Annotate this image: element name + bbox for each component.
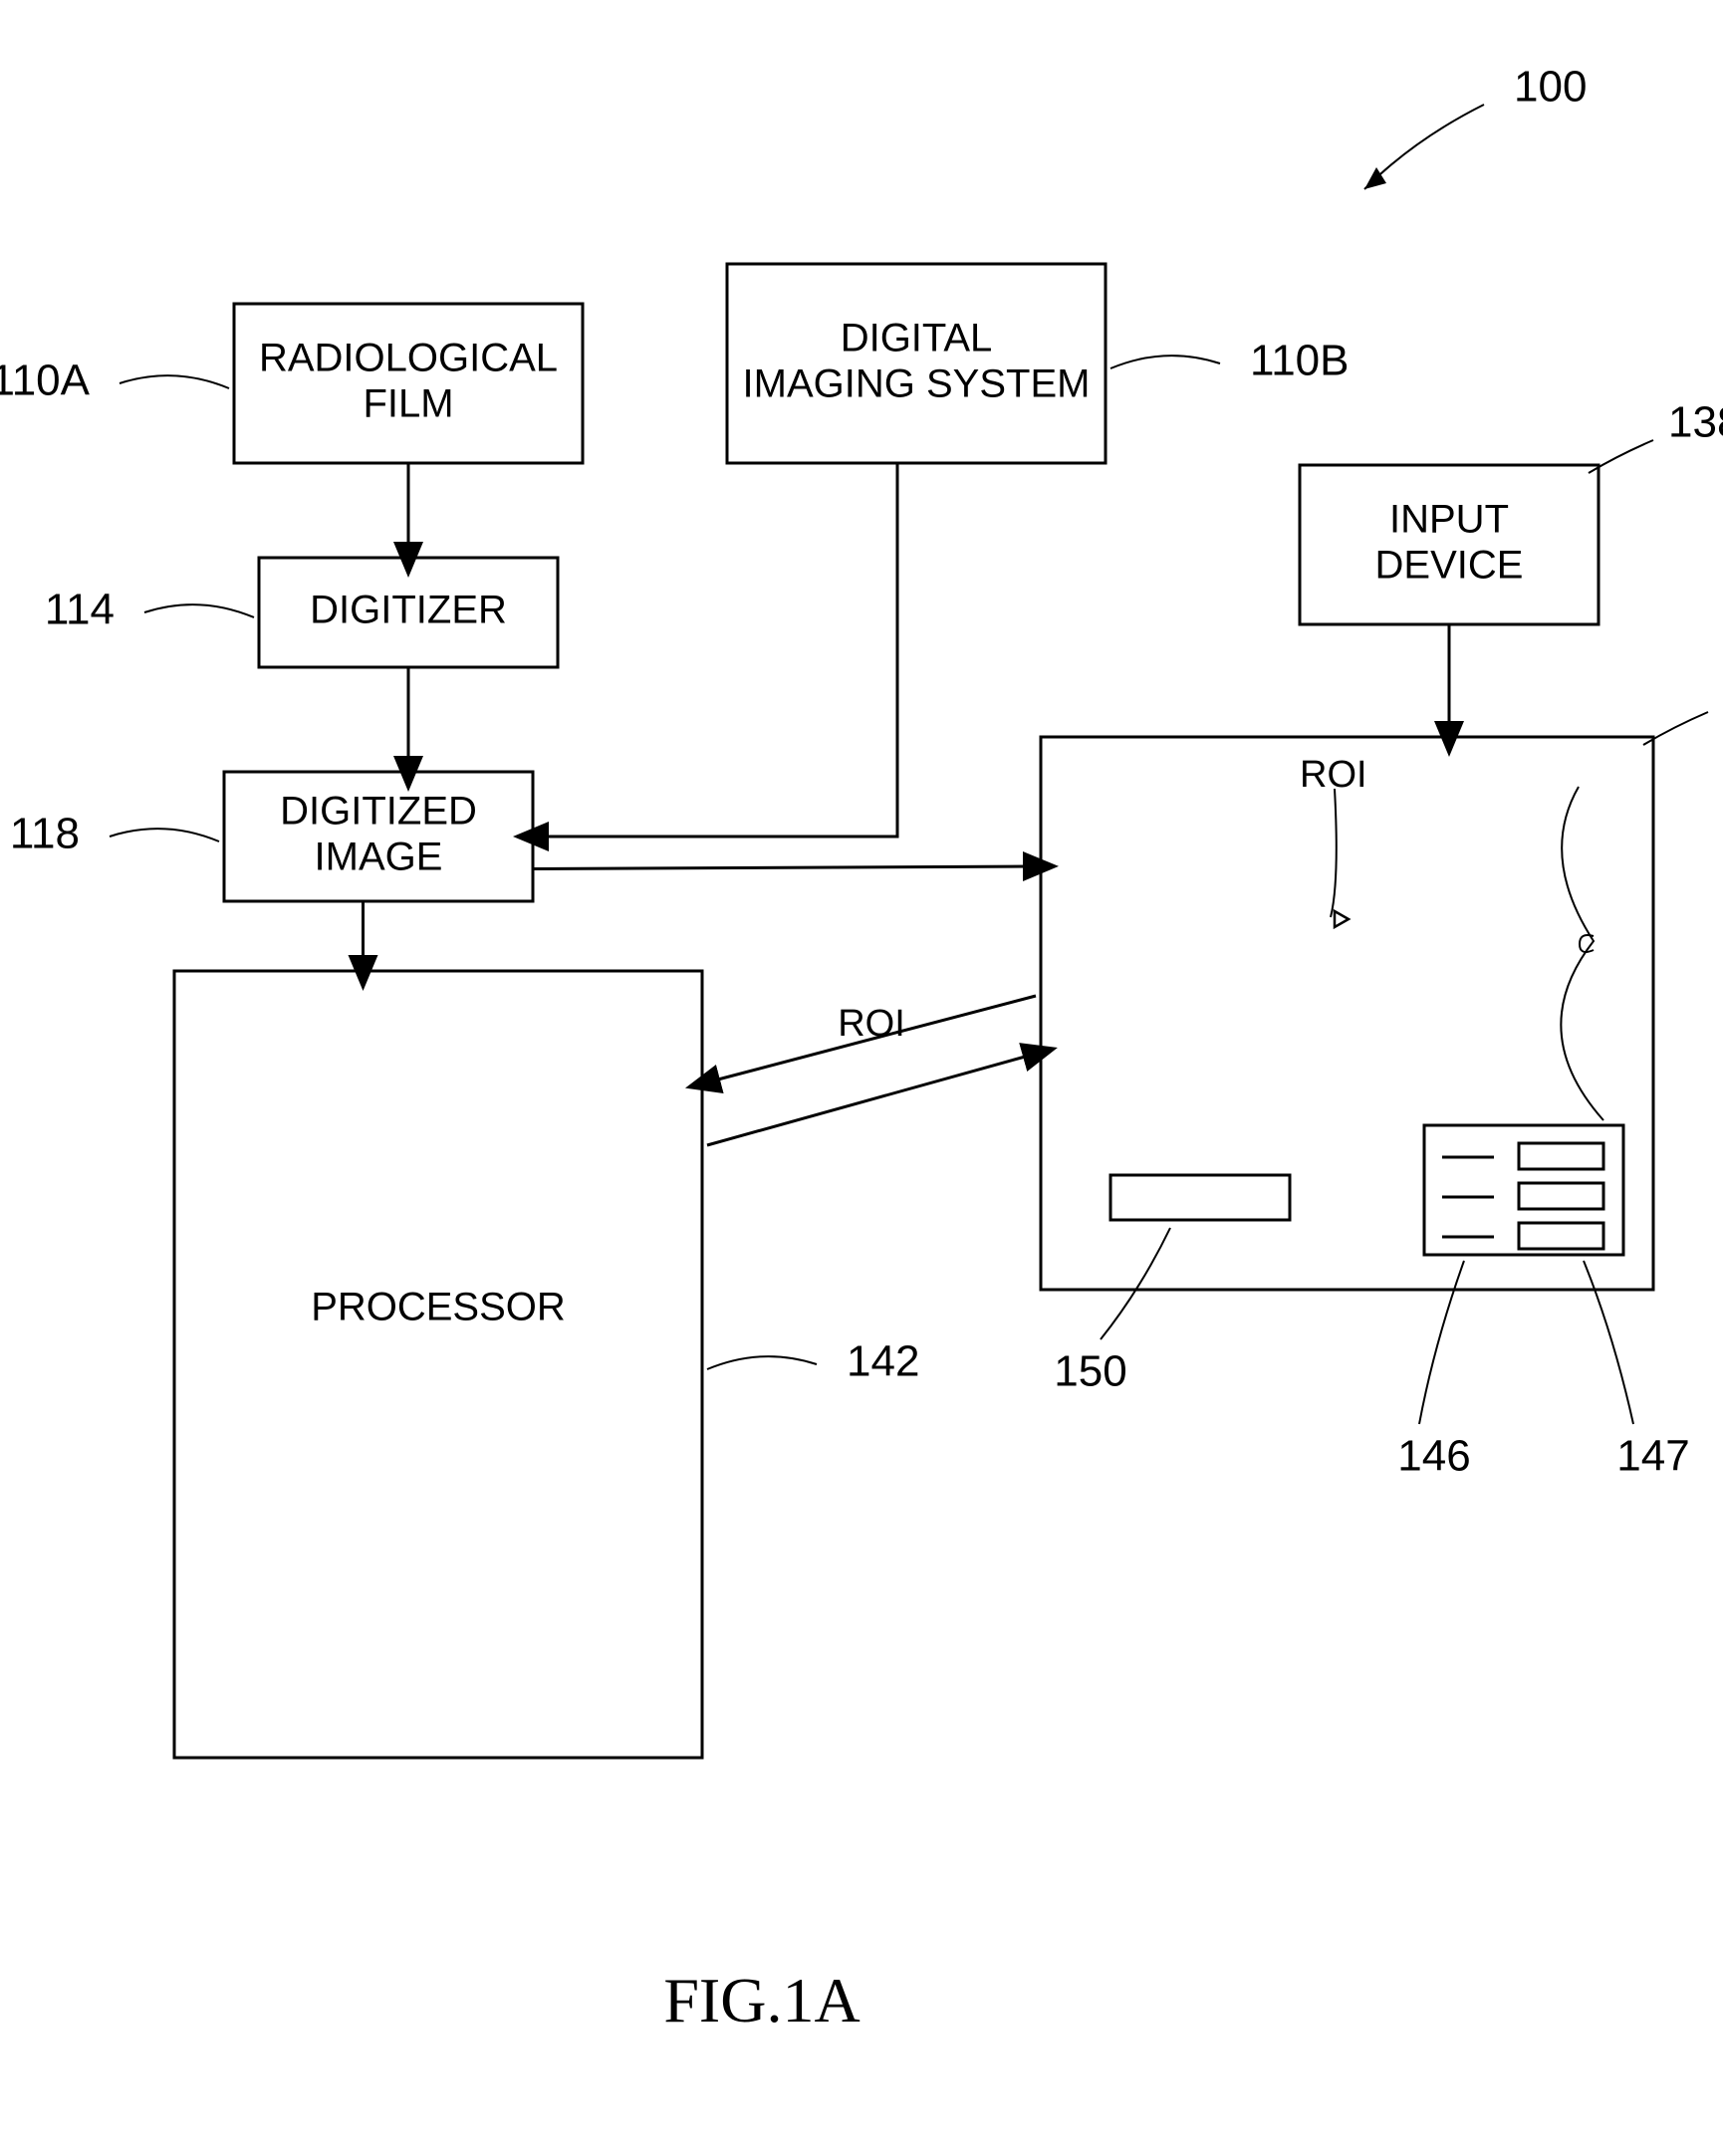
svg-text:FILM: FILM <box>363 382 453 426</box>
svg-text:PROCESSOR: PROCESSOR <box>311 1286 566 1329</box>
svg-text:DIGITAL: DIGITAL <box>841 317 993 360</box>
svg-text:ROI: ROI <box>838 1003 905 1045</box>
svg-text:118: 118 <box>10 810 80 858</box>
svg-text:150: 150 <box>1054 1347 1126 1396</box>
svg-text:142: 142 <box>847 1337 919 1386</box>
svg-text:DIGITIZED: DIGITIZED <box>280 790 477 834</box>
system-diagram: RADIOLOGICALFILM 110A DIGITALIMAGING SYSTE… <box>0 0 1723 2156</box>
svg-text:114: 114 <box>45 586 115 634</box>
svg-text:147: 147 <box>1616 1432 1689 1481</box>
svg-text:146: 146 <box>1397 1432 1470 1481</box>
svg-text:138: 138 <box>1668 398 1723 447</box>
svg-text:ROI: ROI <box>1300 754 1367 796</box>
svg-text:INPUT: INPUT <box>1389 498 1509 542</box>
svg-text:IMAGE: IMAGE <box>315 836 443 879</box>
svg-text:110B: 110B <box>1250 337 1350 385</box>
svg-text:DIGITIZER: DIGITIZER <box>310 589 507 632</box>
svg-text:110A: 110A <box>0 357 91 405</box>
svg-text:IMAGING SYSTEM: IMAGING SYSTEM <box>743 362 1091 406</box>
svg-text:100: 100 <box>1514 63 1587 112</box>
svg-text:DEVICE: DEVICE <box>1375 544 1524 588</box>
svg-text:FIG.1A: FIG.1A <box>663 1965 860 2036</box>
svg-text:RADIOLOGICAL: RADIOLOGICAL <box>259 337 558 380</box>
